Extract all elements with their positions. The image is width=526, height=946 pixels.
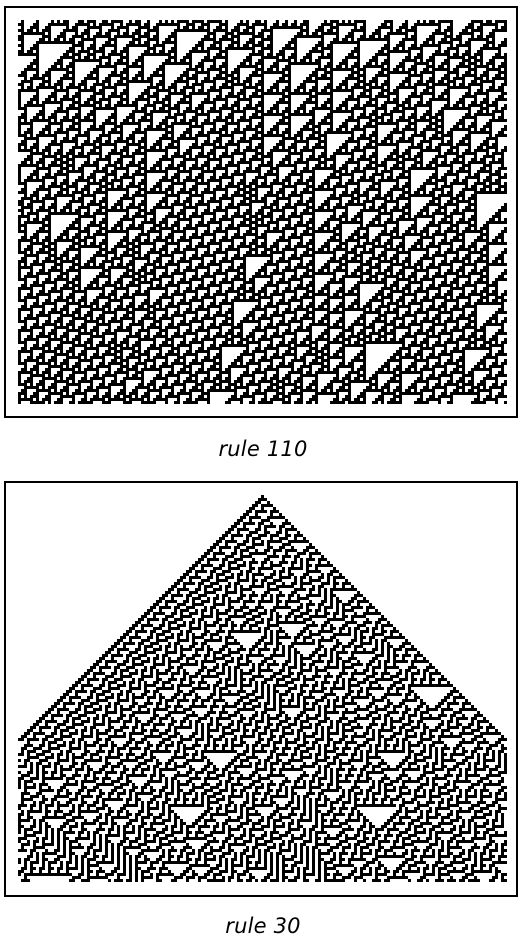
rule-30-caption: rule 30 xyxy=(225,914,301,938)
rule-110-cellular-automaton xyxy=(18,20,507,404)
rule-110-caption: rule 110 xyxy=(218,437,308,461)
rule-110-panel xyxy=(4,6,518,418)
rule-30-cellular-automaton xyxy=(18,495,507,882)
rule-30-panel xyxy=(4,481,518,897)
